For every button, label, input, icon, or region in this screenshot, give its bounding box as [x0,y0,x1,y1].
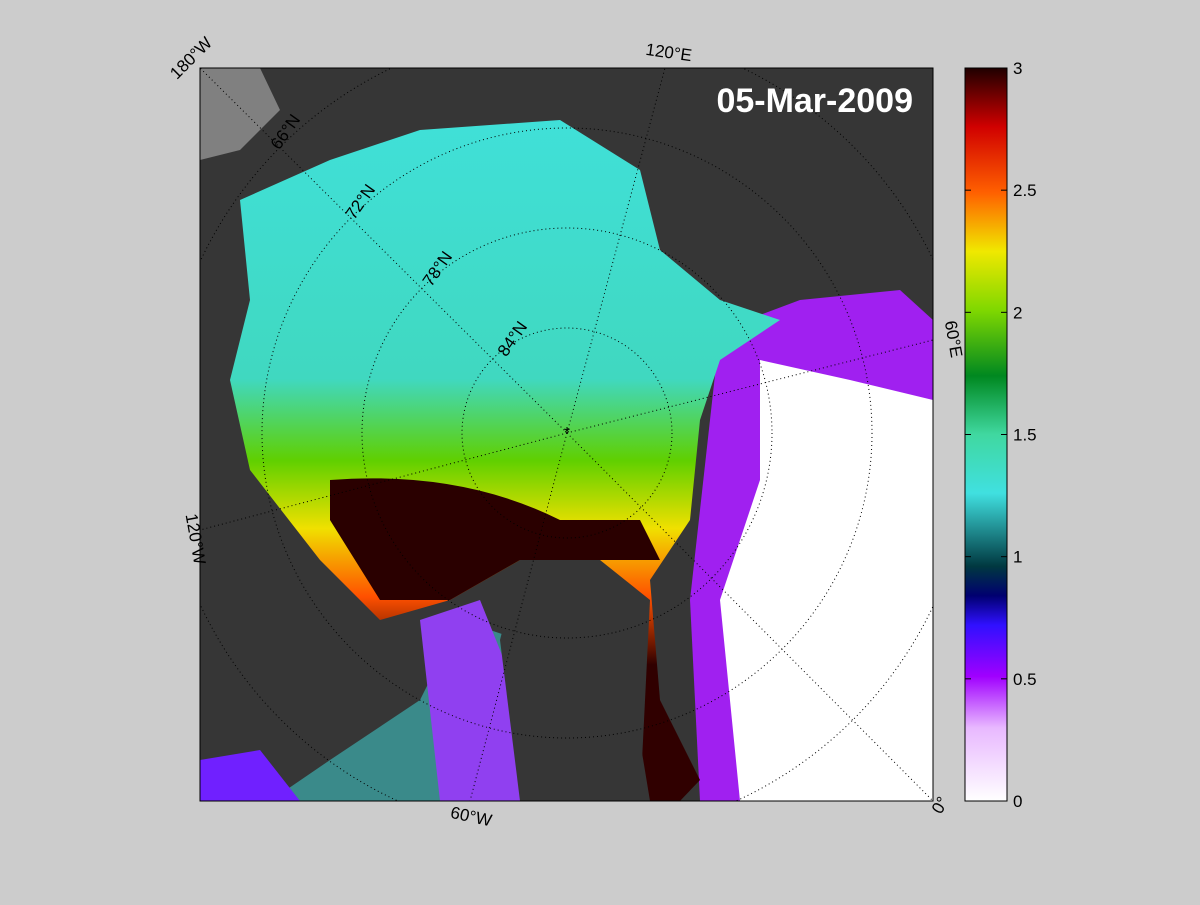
map-title: 05-Mar-2009 [716,82,913,120]
longitude-label: 120°E [644,40,693,65]
colorbar-tick-label: 1.5 [1013,426,1037,445]
ice-shelf [200,68,280,160]
thin-ice [200,750,300,801]
thick-ice [330,478,660,600]
longitude-label: 60°E [941,319,966,359]
colorbar-tick-label: 0.5 [1013,670,1037,689]
colorbar-tick-label: 3 [1013,59,1022,78]
colorbar [964,67,1008,802]
map: * [200,68,933,801]
colorbar-tick-label: 1 [1013,548,1022,567]
open-water [720,360,933,801]
map-frame [199,67,934,802]
longitude-label: 60°W [449,803,494,830]
colorbar-tick-label: 2 [1013,303,1022,322]
graticule [200,68,933,801]
colorbar-tick-label: 0 [1013,792,1022,811]
colorbar-tick-label: 2.5 [1013,181,1037,200]
thin-ice [420,600,530,801]
pole-marker: * [564,425,570,442]
land [500,560,650,801]
